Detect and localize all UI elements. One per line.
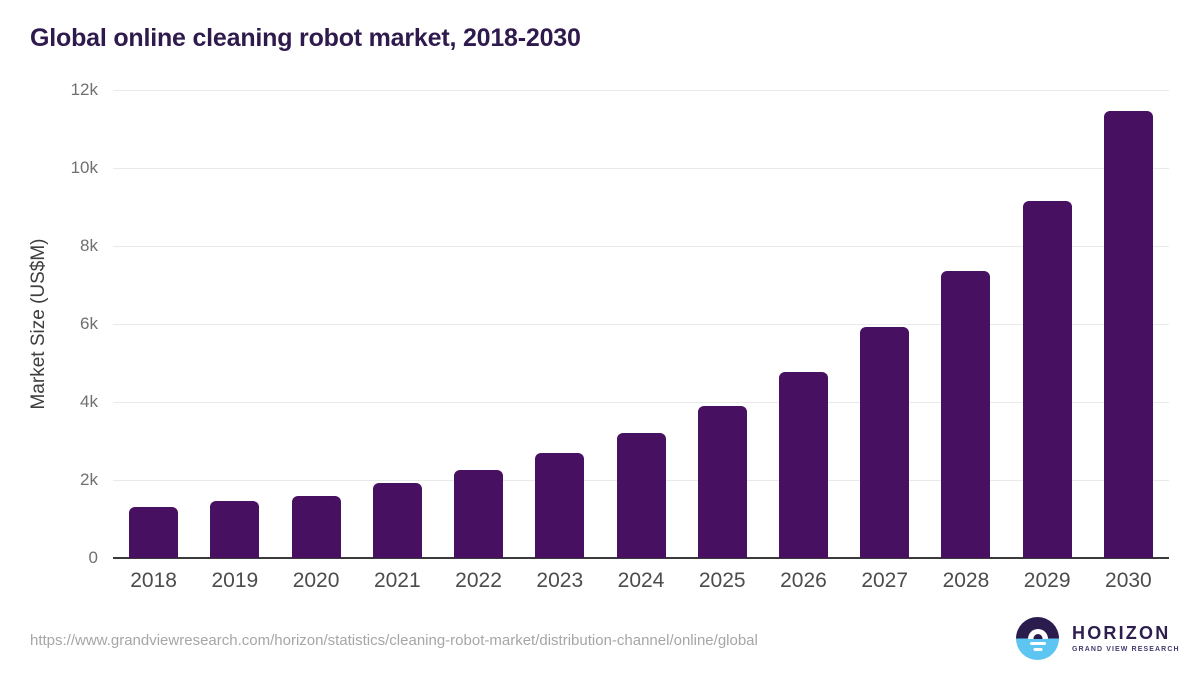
gridline-8k (113, 246, 1169, 247)
gridline-10k (113, 168, 1169, 169)
x-tick-label-2028: 2028 (942, 569, 990, 592)
y-tick-label-12k: 12k (70, 80, 98, 99)
x-tick-label-2027: 2027 (861, 569, 909, 592)
y-tick-label-0: 0 (88, 548, 98, 567)
gridline-6k (113, 324, 1169, 325)
x-axis-line (113, 557, 1169, 559)
gridline-12k (113, 90, 1169, 91)
bar-2022 (454, 470, 504, 558)
x-tick-label-2023: 2023 (536, 569, 584, 592)
x-tick-label-2019: 2019 (211, 569, 259, 592)
x-tick-label-2021: 2021 (373, 569, 421, 592)
x-tick-label-2018: 2018 (130, 569, 177, 592)
sunrise-dome-notch (1033, 633, 1042, 639)
logo-brand-name: HORIZON (1072, 623, 1171, 644)
bar-2018 (129, 507, 179, 558)
y-tick-label-8k: 8k (80, 236, 98, 255)
bar-2028 (941, 270, 991, 558)
sunrise-reflection-line (1029, 641, 1046, 645)
bar-2020 (291, 496, 341, 558)
y-tick-label-10k: 10k (70, 158, 98, 177)
source-url: https://www.grandviewresearch.com/horizo… (30, 632, 758, 649)
logo-text: HORIZON GRAND VIEW RESEARCH (1072, 623, 1180, 653)
x-tick-label-2024: 2024 (617, 569, 665, 592)
bar-2029 (1022, 201, 1072, 558)
x-axis-ticks: 2018 2019 2020 2021 2022 2023 2024 2025 2026 2027… (113, 569, 1169, 597)
y-tick-label-4k: 4k (80, 392, 98, 411)
chart-title: Global online cleaning robot market, 201… (30, 24, 581, 52)
gridline-4k (113, 402, 1169, 403)
x-tick-label-2025: 2025 (698, 569, 746, 592)
bar-2027 (860, 327, 910, 558)
bar-2023 (535, 453, 585, 558)
y-tick-label-6k: 6k (80, 314, 98, 333)
bar-2030 (1103, 111, 1153, 558)
x-tick-label-2029: 2029 (1023, 569, 1071, 592)
x-tick-label-2026: 2026 (780, 569, 827, 592)
y-axis-ticks: 0 2k 4k 6k 8k 10k 12k (0, 80, 98, 567)
y-tick-label-2k: 2k (80, 470, 98, 489)
bar-2024 (616, 432, 666, 558)
horizon-sunrise-icon (1016, 617, 1059, 660)
bar-2026 (778, 371, 828, 558)
bar-2025 (697, 406, 747, 558)
plot-area (113, 90, 1169, 559)
x-tick-label-2030: 2030 (1105, 569, 1152, 592)
logo-tagline: GRAND VIEW RESEARCH (1072, 645, 1180, 653)
sunrise-reflection-line (1033, 647, 1042, 651)
horizon-logo: HORIZON GRAND VIEW RESEARCH (1016, 617, 1180, 660)
x-tick-label-2020: 2020 (292, 569, 340, 592)
x-tick-label-2022: 2022 (455, 569, 502, 592)
bar-2019 (210, 501, 260, 558)
bar-2021 (372, 483, 422, 558)
